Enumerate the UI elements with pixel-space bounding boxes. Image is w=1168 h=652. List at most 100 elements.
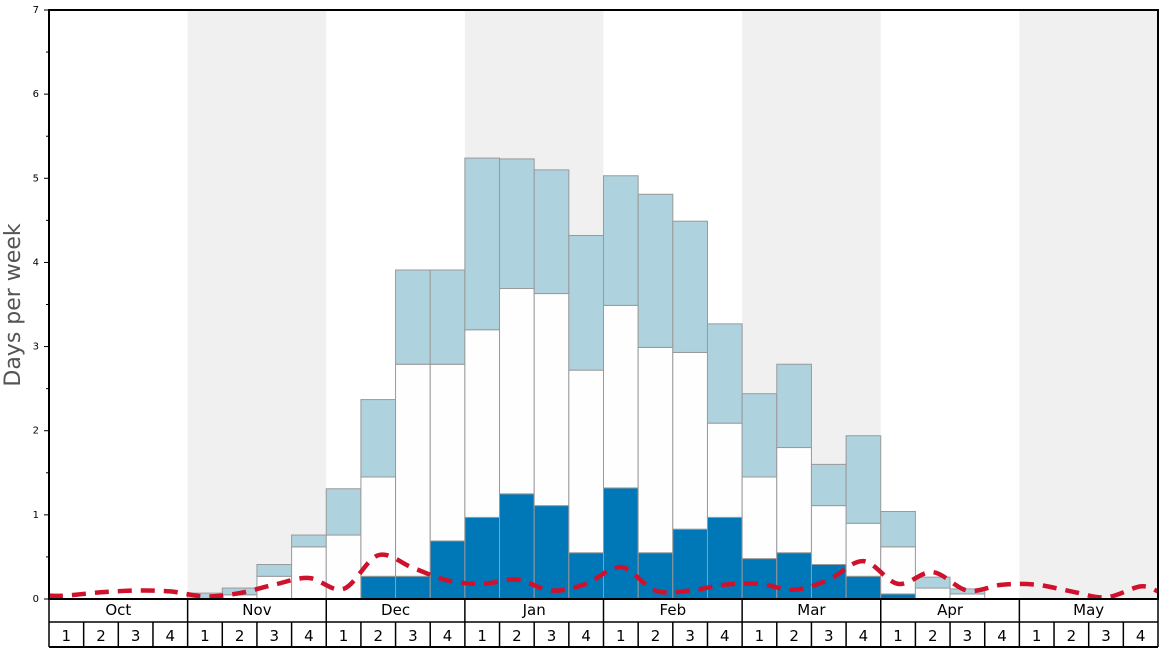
week-label: 4 [1136, 627, 1146, 645]
bar-segment [395, 575, 431, 600]
bar-segment [706, 422, 743, 518]
week-label: 4 [720, 627, 730, 645]
bar-segment [395, 363, 431, 577]
bar-segment [464, 516, 501, 600]
bar-segment [429, 540, 466, 600]
bar-segment [914, 576, 951, 589]
bar-segment [845, 435, 882, 524]
week-label: 3 [963, 627, 973, 645]
month-label: May [1073, 601, 1104, 619]
bar-segment [256, 564, 293, 577]
bar-segment [603, 304, 639, 489]
bar-series [187, 157, 986, 600]
month-label: Mar [797, 601, 826, 619]
bar-segment [533, 293, 570, 507]
week-label: 2 [373, 627, 383, 645]
week-label: 1 [200, 627, 210, 645]
week-label: 2 [1067, 627, 1077, 645]
bar-segment [568, 235, 604, 371]
week-label: 2 [651, 627, 661, 645]
week-label: 4 [859, 627, 869, 645]
month-band [1019, 10, 1158, 599]
bar-segment [464, 329, 501, 518]
bar-segment [603, 487, 639, 600]
week-label: 2 [512, 627, 522, 645]
month-label: Apr [937, 601, 964, 619]
trend-line [48, 552, 1159, 600]
y-tick-label: 0 [33, 594, 39, 605]
week-label: 1 [616, 627, 626, 645]
y-tick-label: 2 [33, 426, 39, 437]
bar-segment [776, 552, 812, 600]
bar-segment [360, 575, 397, 600]
bar-segment [810, 463, 847, 507]
week-label: 4 [581, 627, 591, 645]
y-axis-label: Days per week [1, 223, 26, 386]
month-label: Nov [242, 601, 271, 619]
bar-segment [741, 476, 778, 560]
bar-segment [395, 269, 431, 365]
bar-segment [810, 505, 847, 566]
week-label: 1 [339, 627, 349, 645]
y-tick-label: 5 [33, 173, 39, 184]
bar-segment [603, 175, 639, 306]
bar-segment [880, 510, 916, 548]
bar-segment [672, 351, 708, 530]
bar-segment [672, 220, 708, 353]
bar-segment [914, 587, 951, 600]
bar-segment [533, 169, 570, 295]
month-label: Oct [105, 601, 131, 619]
month-label: Dec [381, 601, 410, 619]
bar-segment [499, 288, 535, 495]
month-label: Feb [660, 601, 687, 619]
week-label: 2 [235, 627, 245, 645]
bar-segment [360, 399, 397, 478]
bar-segment [741, 393, 778, 478]
line-series-layer [48, 552, 1159, 600]
x-axis: Oct Nov Dec Jan Feb Mar Apr May 1 2 3 4 1 2 3 4 1 2 3 4 1 2 3 4… [48, 599, 1159, 648]
bar-segment [568, 369, 604, 554]
bar-segment [429, 269, 466, 365]
bar-segment [533, 505, 570, 600]
bar-segment [291, 546, 327, 600]
bar-segment [706, 323, 743, 424]
bar-segment [880, 546, 916, 595]
bar-segment [741, 558, 778, 600]
week-label: 4 [166, 627, 176, 645]
y-tick-label: 7 [33, 5, 39, 16]
bar-segment [637, 193, 674, 348]
bar-segment [949, 588, 986, 595]
week-label: 1 [1032, 627, 1042, 645]
bar-segment [845, 575, 882, 600]
week-label: 3 [269, 627, 279, 645]
week-label: 4 [997, 627, 1007, 645]
week-label: 3 [408, 627, 418, 645]
bar-segment [291, 534, 327, 548]
week-label: 2 [789, 627, 799, 645]
week-label: 3 [547, 627, 557, 645]
week-label: 4 [443, 627, 453, 645]
month-band [187, 10, 327, 599]
week-label: 4 [304, 627, 314, 645]
week-label: 3 [824, 627, 834, 645]
bar-segment [429, 363, 466, 542]
bar-segment [776, 363, 812, 449]
y-axis: 0 1 2 3 4 5 6 7 [33, 5, 49, 605]
bar-segment [325, 488, 362, 536]
bar-segment [776, 447, 812, 554]
week-label: 1 [755, 627, 765, 645]
y-tick-label: 6 [33, 89, 39, 100]
y-tick-label: 3 [33, 342, 39, 353]
bar-segment [499, 493, 535, 600]
bar-segment [637, 346, 674, 554]
week-label: 3 [131, 627, 141, 645]
bar-segment [360, 476, 397, 577]
week-label: 3 [1101, 627, 1111, 645]
bar-segment [499, 158, 535, 290]
week-label: 2 [928, 627, 938, 645]
y-tick-label: 4 [33, 257, 39, 268]
week-label: 1 [62, 627, 72, 645]
week-label: 2 [96, 627, 106, 645]
